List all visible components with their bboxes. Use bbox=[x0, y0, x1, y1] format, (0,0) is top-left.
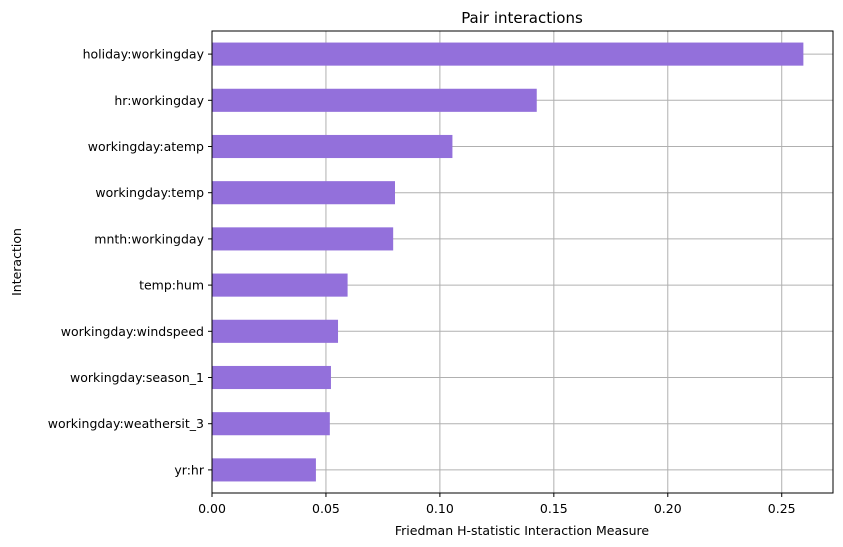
x-axis-label: Friedman H-statistic Interaction Measure bbox=[395, 523, 650, 538]
bar bbox=[212, 458, 316, 482]
bar bbox=[212, 88, 537, 112]
y-tick-label: workingday:windspeed bbox=[61, 324, 204, 339]
x-tick-labels: 0.00 0.05 0.10 0.15 0.20 0.25 bbox=[198, 493, 796, 516]
y-tick-label: workingday:weathersit_3 bbox=[48, 416, 204, 431]
x-tick-label: 0.10 bbox=[426, 501, 454, 516]
bar bbox=[212, 134, 453, 159]
x-tick-label: 0.20 bbox=[654, 501, 682, 516]
y-tick-labels: holiday:workingday hr:workingday workingda… bbox=[48, 47, 212, 477]
y-tick-label: mnth:workingday bbox=[94, 231, 204, 246]
y-axis-label: Interaction bbox=[9, 228, 24, 296]
chart-title: Pair interactions bbox=[461, 9, 583, 27]
x-tick-label: 0.00 bbox=[198, 501, 226, 516]
x-tick-label: 0.15 bbox=[540, 501, 568, 516]
bar bbox=[212, 42, 804, 66]
y-tick-label: temp:hum bbox=[139, 278, 204, 293]
y-tick-label: workingday:atemp bbox=[88, 139, 204, 154]
bar bbox=[212, 319, 339, 343]
y-tick-label: workingday:season_1 bbox=[70, 370, 204, 385]
bar bbox=[212, 227, 394, 251]
y-tick-label: workingday:temp bbox=[95, 185, 204, 200]
x-tick-label: 0.05 bbox=[312, 501, 340, 516]
bar bbox=[212, 181, 395, 205]
bars bbox=[212, 42, 804, 482]
bar bbox=[212, 412, 330, 436]
x-tick-label: 0.25 bbox=[768, 501, 796, 516]
plot-frame bbox=[211, 30, 834, 494]
bar bbox=[212, 273, 348, 297]
y-tick-label: yr:hr bbox=[174, 462, 204, 477]
y-tick-label: hr:workingday bbox=[114, 93, 204, 108]
y-tick-label: holiday:workingday bbox=[83, 47, 205, 62]
bar bbox=[212, 365, 331, 390]
